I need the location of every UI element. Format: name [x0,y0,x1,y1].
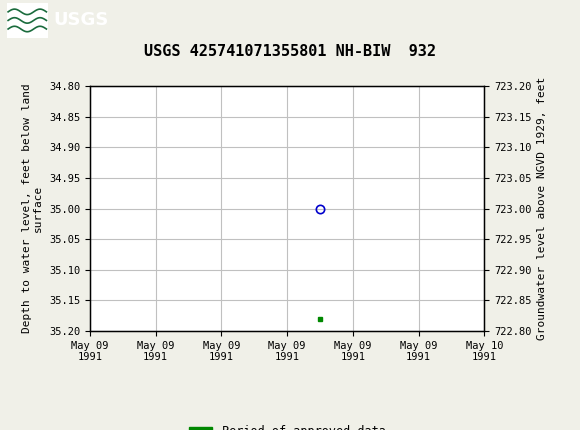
Text: USGS 425741071355801 NH-BIW  932: USGS 425741071355801 NH-BIW 932 [144,44,436,59]
Legend: Period of approved data: Period of approved data [184,421,390,430]
FancyBboxPatch shape [7,3,48,37]
Y-axis label: Depth to water level, feet below land
surface: Depth to water level, feet below land su… [22,84,44,333]
Text: USGS: USGS [53,12,108,29]
Y-axis label: Groundwater level above NGVD 1929, feet: Groundwater level above NGVD 1929, feet [537,77,547,340]
